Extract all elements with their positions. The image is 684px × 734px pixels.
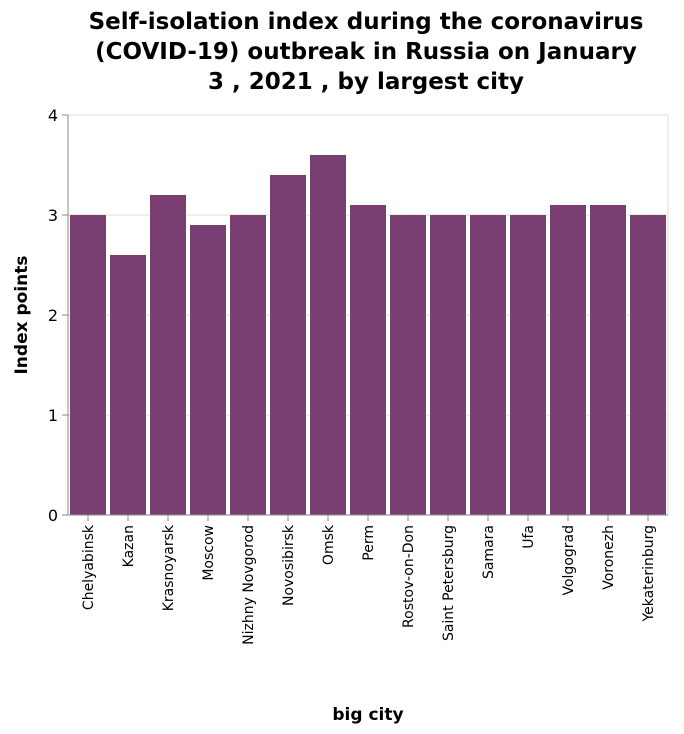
axes: 0 1 2 3 4 Chelyabinsk Kazan Krasnoyarsk Moscow Ni… [48, 106, 668, 645]
bar-yekaterinburg [630, 215, 666, 515]
y-tick-label: 3 [48, 206, 58, 225]
x-tick-label: Novosibirsk [281, 524, 297, 606]
y-tick-label: 4 [48, 106, 58, 125]
x-tick-label: Nizhny Novgorod [241, 525, 257, 645]
x-tick-label: Kazan [121, 525, 137, 567]
x-tick-label: Ufa [521, 525, 537, 549]
x-tick-label: Perm [361, 525, 377, 561]
bar-volgograd [550, 205, 586, 515]
chart-title-line-1: Self-isolation index during the coronavi… [89, 9, 644, 35]
x-tick-label: Volgograd [561, 525, 577, 596]
bar-novosibirsk [270, 175, 306, 515]
bar-samara [470, 215, 506, 515]
bar-omsk [310, 155, 346, 515]
chart-title-line-3: 3 , 2021 , by largest city [208, 69, 524, 95]
chart-title-line-2: (COVID-19) outbreak in Russia on January [95, 39, 637, 65]
x-tick-label: Chelyabinsk [81, 524, 97, 610]
x-tick-label: Saint Petersburg [441, 525, 457, 641]
x-tick-label: Samara [481, 525, 497, 579]
bar-moscow [190, 225, 226, 515]
x-axis-title: big city [332, 705, 403, 725]
bar-perm [350, 205, 386, 515]
x-tick-label: Moscow [201, 525, 217, 581]
bar-ufa [510, 215, 546, 515]
y-tick-label: 1 [48, 406, 58, 425]
x-tick-label: Rostov-on-Don [401, 525, 417, 628]
bar-voronezh [590, 205, 626, 515]
x-tick-label: Omsk [321, 524, 337, 565]
bar-rostov-on-don [390, 215, 426, 515]
bar-nizhny-novgorod [230, 215, 266, 515]
bar-kazan [110, 255, 146, 515]
x-tick-label: Yekaterinburg [641, 525, 657, 623]
x-tick-label: Krasnoyarsk [161, 524, 177, 611]
y-axis-title: Index points [12, 255, 32, 374]
x-tick-label: Voronezh [601, 525, 617, 590]
y-tick-label: 0 [48, 506, 58, 525]
y-tick-label: 2 [48, 306, 58, 325]
bars [70, 155, 666, 515]
bar-chelyabinsk [70, 215, 106, 515]
bar-krasnoyarsk [150, 195, 186, 515]
bar-saint-petersburg [430, 215, 466, 515]
